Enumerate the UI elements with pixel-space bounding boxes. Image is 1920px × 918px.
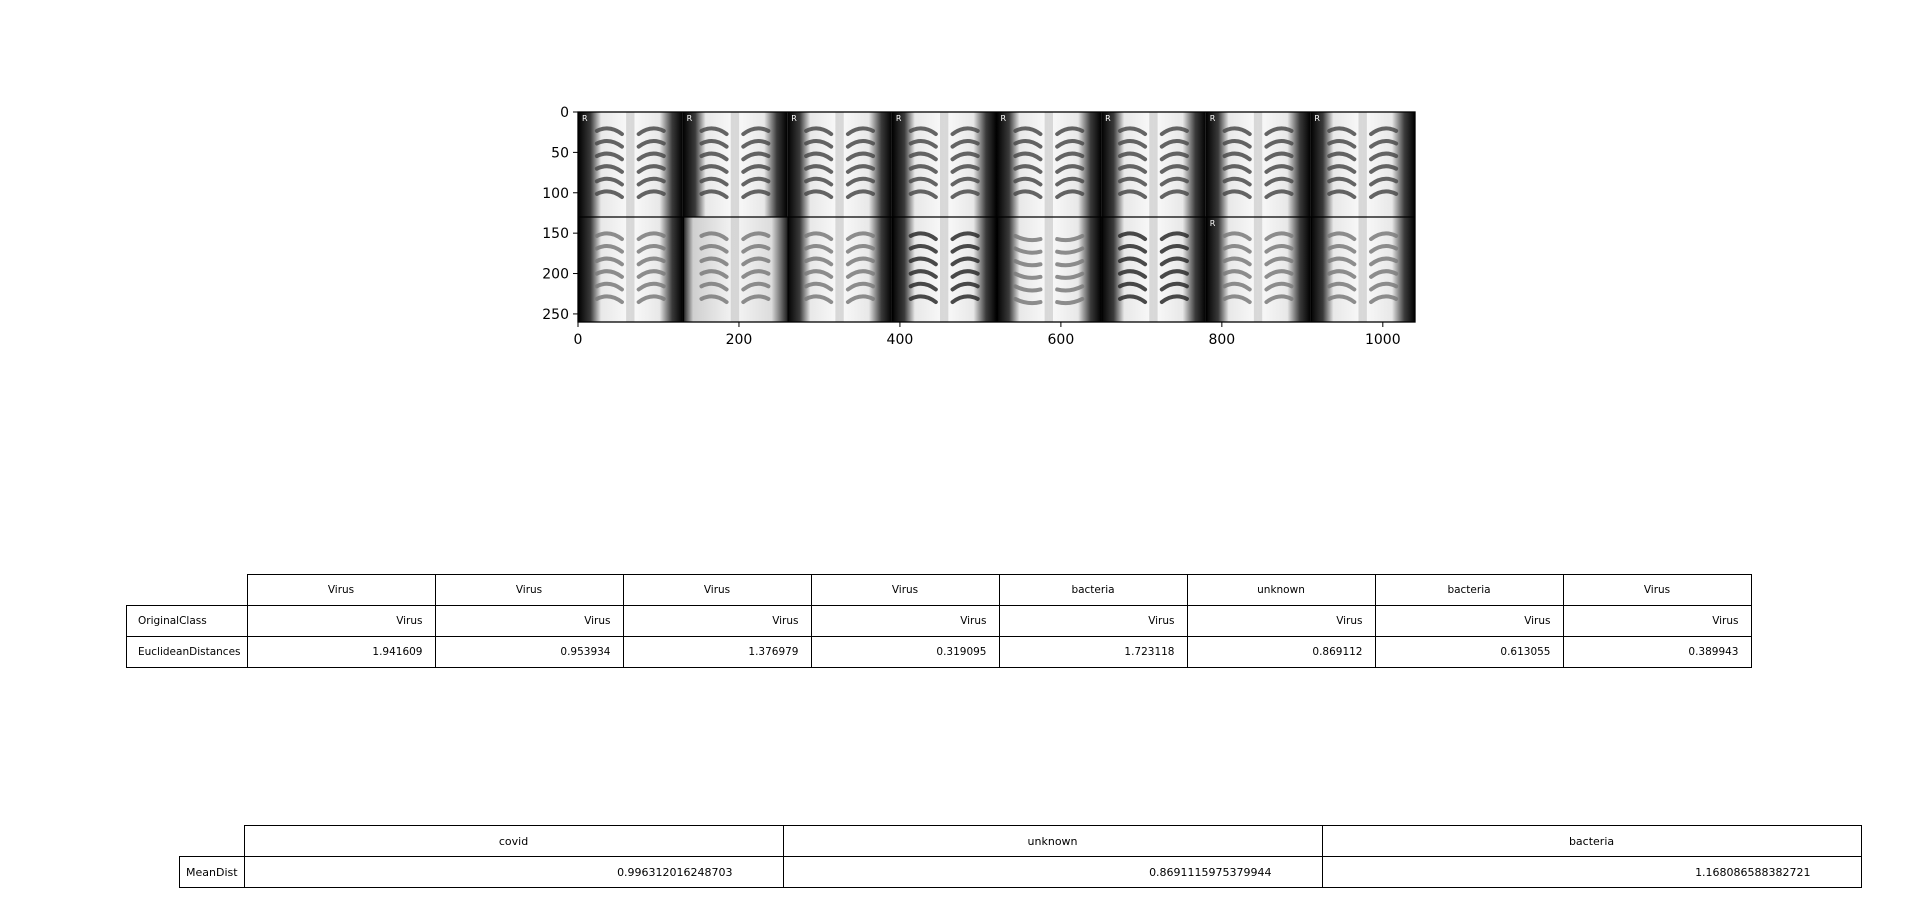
table-cell: 1.941609 [246, 636, 436, 668]
column-header: Virus [1562, 574, 1752, 606]
tile-marker: R [1001, 114, 1007, 123]
y-tick-label: 150 [542, 226, 569, 242]
column-header: Virus [434, 574, 624, 606]
xray-tile: R [1101, 112, 1206, 217]
xray-tile [682, 217, 788, 322]
tile-marker: R [1314, 114, 1320, 123]
x-tick-label: 0 [574, 332, 583, 348]
table-cell: 0.613055 [1374, 636, 1564, 668]
table-cell: Virus [998, 605, 1188, 637]
tile-marker: R [1105, 114, 1111, 123]
y-tick-label: 250 [542, 307, 569, 323]
x-axis: 0 200 400 600 800 1000 [574, 322, 1401, 348]
xray-tile: R [1205, 112, 1311, 217]
xray-tile: R [996, 112, 1102, 217]
table-cell: Virus [1186, 605, 1376, 637]
xray-tile [578, 217, 683, 322]
x-tick-label: 200 [726, 332, 753, 348]
table-cell: 1.723118 [998, 636, 1188, 668]
xray-tile [891, 217, 997, 322]
table-cell: 1.168086588382721 [1321, 856, 1862, 888]
column-header: unknown [1186, 574, 1376, 606]
xray-tile [1101, 217, 1206, 322]
row-label: OriginalClass [126, 605, 248, 637]
table-row: MeanDist 0.996312016248703 0.8691115975379… [179, 856, 1862, 888]
xray-tile [1310, 217, 1415, 322]
tile-marker: R [791, 114, 797, 123]
y-tick-label: 100 [542, 186, 569, 202]
table-cell: 0.319095 [810, 636, 1000, 668]
column-header: Virus [622, 574, 812, 606]
y-tick-label: 200 [542, 267, 569, 283]
xray-tile: R [787, 112, 892, 217]
table-header-row: Virus Virus Virus Virus bacteria unknown bacte… [127, 574, 1752, 606]
x-tick-label: 1000 [1365, 332, 1401, 348]
x-tick-label: 600 [1048, 332, 1075, 348]
xray-tile: R [1310, 112, 1415, 217]
corner-cell [127, 575, 248, 606]
xray-tile [787, 217, 892, 322]
column-header: bacteria [1321, 825, 1862, 857]
table-cell: 0.8691115975379944 [782, 856, 1323, 888]
xray-tile: R [578, 112, 683, 217]
table-cell: Virus [810, 605, 1000, 637]
table-cell: Virus [434, 605, 624, 637]
tile-marker: R [1210, 219, 1216, 228]
table-cell: Virus [622, 605, 812, 637]
table-row: OriginalClass Virus Virus Virus Virus Virus Vi… [126, 605, 1752, 637]
y-axis: 0 50 100 150 200 250 [542, 105, 578, 323]
tile-marker: R [1210, 114, 1216, 123]
xray-tile: R [1205, 217, 1311, 322]
x-tick-label: 400 [887, 332, 914, 348]
y-tick-label: 50 [551, 145, 569, 161]
x-tick-label: 800 [1208, 332, 1235, 348]
column-header: Virus [810, 574, 1000, 606]
image-grid-plot: R R R R R R R R R 0 200 400 600 800 1000 0 50 100 150 200… [542, 105, 1416, 348]
table-cell: 0.953934 [434, 636, 624, 668]
column-header: bacteria [1374, 574, 1564, 606]
xray-tile: R [891, 112, 997, 217]
tile-marker: R [582, 114, 588, 123]
column-header: covid [243, 825, 784, 857]
column-header: bacteria [998, 574, 1188, 606]
y-tick-label: 0 [560, 105, 569, 121]
table-cell: 0.996312016248703 [243, 856, 784, 888]
table-row: EuclideanDistances 1.941609 0.953934 1.3769… [126, 636, 1752, 668]
mean-distance-table: covid unknown bacteria MeanDist 0.9963120162… [179, 825, 1862, 888]
table-cell: 1.376979 [622, 636, 812, 668]
row-label: MeanDist [179, 856, 245, 888]
row-label: EuclideanDistances [126, 636, 248, 668]
table-cell: 0.389943 [1562, 636, 1752, 668]
table-header-row: covid unknown bacteria [180, 825, 1862, 857]
table-cell: Virus [1374, 605, 1564, 637]
table-cell: Virus [1562, 605, 1752, 637]
column-header: unknown [782, 825, 1323, 857]
tile-marker: R [687, 114, 693, 123]
corner-cell [180, 826, 245, 857]
column-header: Virus [246, 574, 436, 606]
table-cell: 0.869112 [1186, 636, 1376, 668]
tile-marker: R [896, 114, 902, 123]
neighbors-table: Virus Virus Virus Virus bacteria unknown bacte… [126, 574, 1752, 668]
image-tiles: R R R R R R R R R [578, 112, 1415, 322]
table-cell: Virus [246, 605, 436, 637]
xray-tile [996, 217, 1102, 322]
axes-frame [577, 111, 1416, 323]
xray-tile: R [682, 112, 788, 217]
